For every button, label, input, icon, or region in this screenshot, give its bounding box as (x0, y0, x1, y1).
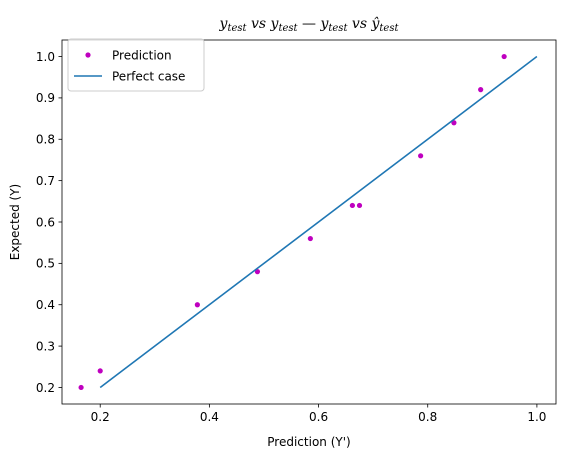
x-tick-label: 0.8 (418, 410, 437, 424)
prediction-point (501, 53, 507, 60)
title-separator: — (298, 16, 321, 32)
prediction-point (78, 384, 84, 391)
x-axis-label: Prediction (Y') (267, 435, 350, 449)
prediction-point (254, 269, 261, 275)
legend-label-perfect-case: Perfect case (112, 70, 185, 84)
y-tick-label: 0.6 (36, 215, 55, 229)
title-sub1: test (227, 23, 247, 34)
x-tick-label: 0.6 (309, 410, 328, 424)
prediction-point (418, 153, 424, 159)
y-axis-label: Expected (Y) (8, 184, 22, 261)
title-sub3: test (328, 23, 348, 34)
y-tick-label: 0.8 (36, 133, 55, 147)
title-y1: y (219, 16, 229, 32)
y-tick-label: 0.4 (36, 298, 55, 312)
legend-box (67, 38, 205, 92)
y-tick-label: 0.9 (36, 91, 55, 105)
ticks-layer: 0.2 0.4 0.6 0.8 1.0 0.2 0.3 0.4 0.5 0.6 0.7 0.8 0.9 1… (36, 50, 547, 424)
y-tick-label: 0.2 (36, 381, 55, 395)
y-tick-label: 0.7 (36, 174, 55, 188)
prediction-point (356, 202, 363, 209)
x-tick-label: 1.0 (527, 410, 546, 424)
title-yhat: ŷ (370, 15, 380, 32)
prediction-point (349, 202, 355, 209)
prediction-point (478, 87, 484, 93)
title-y3: y (319, 16, 329, 32)
y-tick-label: 0.5 (36, 257, 55, 271)
legend-label-prediction: Prediction (112, 49, 172, 63)
y-tick-label: 0.3 (36, 339, 55, 353)
perfect-case-line (99, 55, 538, 389)
x-tick-label: 0.2 (91, 410, 110, 424)
chart-title: ytest vs ytest — ytest vs ŷtest (219, 15, 400, 34)
title-sub2: test (278, 23, 298, 34)
series-layer (78, 53, 538, 391)
title-y2: y (270, 16, 280, 32)
title-vs2: vs (347, 16, 371, 32)
prediction-point (451, 120, 457, 126)
legend: Prediction Perfect case (67, 38, 205, 92)
prediction-point (307, 235, 313, 242)
axes-frame (61, 39, 557, 405)
prediction-point (97, 368, 103, 374)
prediction-point (194, 302, 200, 308)
title-vs1: vs (247, 16, 271, 32)
x-tick-label: 0.4 (200, 410, 219, 424)
y-tick-label: 1.0 (36, 50, 55, 64)
title-sub4: test (379, 23, 399, 34)
legend-marker-prediction (85, 52, 91, 58)
